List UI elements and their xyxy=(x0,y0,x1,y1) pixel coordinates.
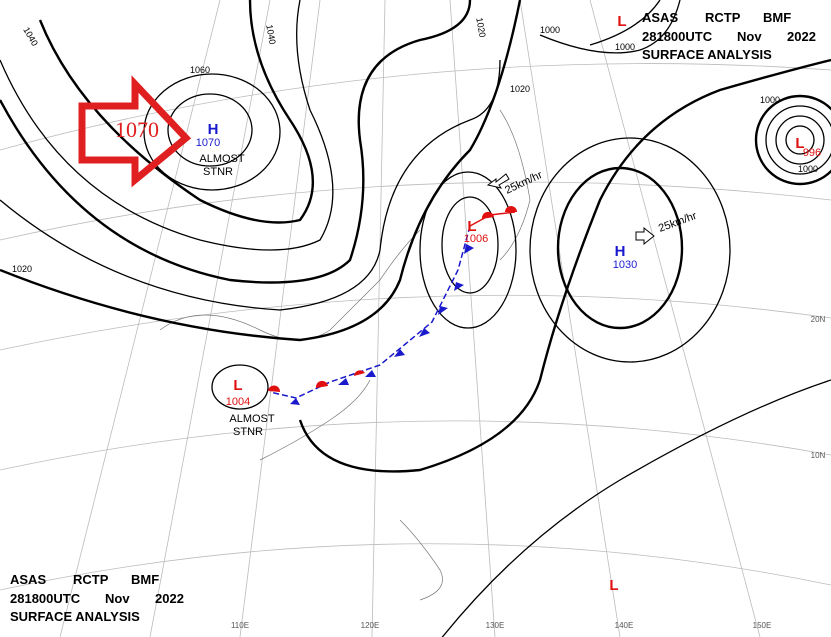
header-text: BMF xyxy=(131,572,159,587)
fronts xyxy=(268,206,517,405)
system-pressure: 1006 xyxy=(464,233,488,245)
system-symbol: L xyxy=(233,377,242,394)
system-symbol: L xyxy=(795,135,804,152)
header-text: SURFACE ANALYSIS xyxy=(642,47,772,62)
header-text: RCTP xyxy=(73,572,109,587)
meridian xyxy=(149,0,271,637)
parallel xyxy=(0,543,831,591)
isobar xyxy=(0,0,334,251)
header-text: Nov xyxy=(105,591,130,606)
warm-front-symbol xyxy=(481,206,517,219)
isobar xyxy=(419,171,517,329)
isobar-label: 1000 xyxy=(540,25,560,35)
isobar xyxy=(529,137,731,363)
header: ASAS RCTP BMF 281800UTC Nov 2022 SURFACE… xyxy=(10,572,184,624)
meridian xyxy=(371,0,386,637)
system-note: STNR xyxy=(203,166,233,178)
meridian xyxy=(589,0,761,637)
header-text: SURFACE ANALYSIS xyxy=(10,609,140,624)
meridian xyxy=(239,0,321,637)
longitude-label: 130E xyxy=(486,621,505,630)
isobar xyxy=(539,0,681,54)
coast xyxy=(159,229,421,341)
longitude-label: 110E xyxy=(231,621,249,630)
system-note: ALMOST xyxy=(229,413,275,425)
isobar xyxy=(441,196,499,294)
header-text: 2022 xyxy=(155,591,184,606)
isobar xyxy=(0,0,472,284)
isobar-label: 1020 xyxy=(12,264,32,274)
isobar xyxy=(754,94,831,186)
isobar xyxy=(775,115,825,165)
isobar-label: 1020 xyxy=(474,17,487,38)
isobar-label: 1020 xyxy=(510,84,530,94)
coastlines xyxy=(159,109,531,601)
parallel xyxy=(0,181,831,241)
coast xyxy=(499,109,531,261)
isobar xyxy=(167,93,253,167)
header-text: 281800UTC xyxy=(10,591,81,606)
header-text: Nov xyxy=(737,29,762,44)
longitude-label: 120E xyxy=(361,621,380,630)
isobar xyxy=(589,0,661,46)
header-text: 2022 xyxy=(787,29,816,44)
system-pressure: 1070 xyxy=(196,137,220,149)
system-symbol: L xyxy=(467,218,476,235)
system-symbol: L xyxy=(617,13,626,30)
header-text: ASAS xyxy=(10,572,46,587)
system-symbol: L xyxy=(609,577,618,594)
header-text: RCTP xyxy=(705,10,741,25)
isobar xyxy=(441,379,831,637)
latitude-label: 20N xyxy=(811,315,826,324)
parallel xyxy=(0,294,831,351)
parallel xyxy=(0,420,831,471)
header-text: 281800UTC xyxy=(642,29,713,44)
coast xyxy=(259,379,371,461)
motion-arrow xyxy=(486,173,510,189)
isobar xyxy=(765,105,831,175)
system-note: STNR xyxy=(233,426,263,438)
system-symbol: H xyxy=(615,243,626,260)
system-symbol: H xyxy=(208,121,219,138)
highlight-label: 1070 xyxy=(115,117,159,142)
parallel xyxy=(0,63,831,151)
isobar-label: 1000 xyxy=(798,164,818,174)
system-note: ALMOST xyxy=(199,153,245,165)
isobar-label: 1000 xyxy=(760,95,780,105)
meridian xyxy=(59,0,221,637)
isobar-label: 1000 xyxy=(615,42,635,52)
system-pressure: 1004 xyxy=(226,396,250,408)
warm-front-symbol xyxy=(268,370,365,392)
coast xyxy=(399,519,443,601)
latitude-label: 10N xyxy=(811,451,826,460)
isobar xyxy=(0,59,501,311)
system-pressure: 996 xyxy=(803,147,821,159)
header-text: BMF xyxy=(763,10,791,25)
isobar-label: 1060 xyxy=(190,65,210,75)
isobar xyxy=(785,125,815,155)
meridian xyxy=(449,0,496,637)
motion-arrow xyxy=(635,226,655,246)
isobar-label: 1040 xyxy=(264,24,277,45)
highlight-arrow xyxy=(78,75,192,188)
isobar xyxy=(211,364,269,410)
motion-arrows xyxy=(486,173,655,246)
isobar xyxy=(143,73,281,191)
longitude-label: 150E xyxy=(753,621,772,630)
isobar xyxy=(0,0,522,342)
header: ASAS RCTP BMF 281800UTC Nov 2022 SURFACE… xyxy=(642,10,816,62)
isobar xyxy=(298,58,831,473)
isobar xyxy=(38,0,315,224)
header-text: ASAS xyxy=(642,10,678,25)
meridian xyxy=(519,0,621,637)
longitude-label: 140E xyxy=(615,621,634,630)
system-pressure: 1030 xyxy=(613,259,637,271)
